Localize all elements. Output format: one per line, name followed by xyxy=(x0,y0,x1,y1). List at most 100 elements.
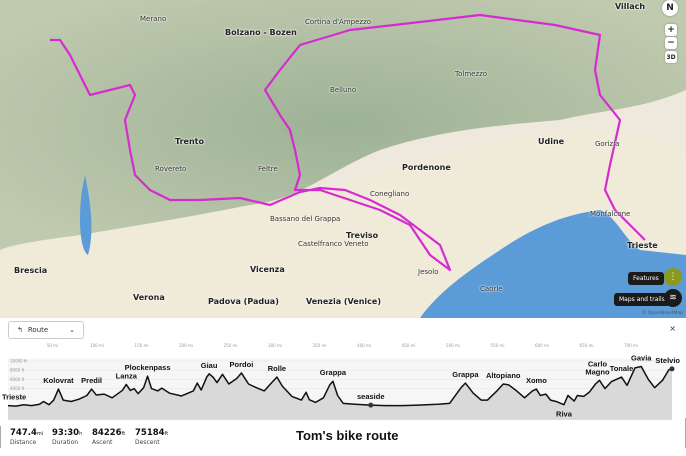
x-tick-label: 700 mi xyxy=(624,343,638,348)
city-label: Treviso xyxy=(346,231,379,240)
y-tick-label: 10000 ft xyxy=(10,359,27,364)
city-label: Verona xyxy=(133,293,165,302)
maps-and-trails-button[interactable]: ≋ xyxy=(664,289,682,307)
city-label: Trento xyxy=(175,137,204,146)
maps-and-trails-label[interactable]: Maps and trails xyxy=(614,293,670,306)
divider xyxy=(0,426,1,448)
stat-unit: h xyxy=(79,431,83,437)
peak-label: Altopiano xyxy=(486,371,521,380)
minus-icon: − xyxy=(667,38,675,48)
x-tick-label: 200 mi xyxy=(179,343,193,348)
city-label: Brescia xyxy=(14,266,48,275)
more-vertical-icon: ⋮ xyxy=(668,272,678,282)
peak-label: Trieste xyxy=(2,393,26,402)
stat-value: 747.4mi xyxy=(10,428,43,438)
map[interactable]: Bolzano - Bozen Trento Brescia Verona Vicenz… xyxy=(0,0,686,318)
elevation-line xyxy=(7,365,673,407)
city-label: Vicenza xyxy=(250,265,285,274)
x-tick-label: 400 mi xyxy=(357,343,371,348)
y-tick-label: 8000 ft xyxy=(10,368,25,373)
features-button[interactable]: ⋮ xyxy=(664,268,682,286)
peak-label: Giau xyxy=(201,361,218,370)
stat-distance: 747.4mi Distance xyxy=(10,428,43,446)
peak-label: Predil xyxy=(81,376,102,385)
city-label: Caorle xyxy=(480,285,503,293)
compass-button[interactable]: N xyxy=(662,0,678,16)
peak-label: seaside xyxy=(357,392,385,401)
city-label: Bassano del Grappa xyxy=(270,215,341,223)
y-tick-label: 4000 ft xyxy=(10,386,25,391)
route-line xyxy=(50,13,646,272)
adriatic-sea xyxy=(420,210,686,318)
route-dropdown-label: Route xyxy=(27,326,49,334)
elevation-area xyxy=(8,366,672,420)
waypoint-marker xyxy=(368,402,374,408)
peak-label: Lanza xyxy=(116,371,138,380)
compass-icon: N xyxy=(666,3,674,13)
route-icon: ↰ xyxy=(17,326,23,334)
peak-label: Rolle xyxy=(268,364,286,373)
x-tick-label: 350 mi xyxy=(313,343,327,348)
city-label: Monfalcone xyxy=(590,210,631,218)
city-label: Bolzano - Bozen xyxy=(225,28,297,37)
stat-number: 75184 xyxy=(135,428,165,438)
stat-number: 84226 xyxy=(92,428,122,438)
features-label[interactable]: Features xyxy=(628,272,664,285)
stat-unit: ft xyxy=(164,431,169,437)
x-tick-label: 600 mi xyxy=(535,343,549,348)
x-tick-label: 50 mi xyxy=(47,343,58,348)
city-label: Merano xyxy=(140,15,167,23)
stat-number: 747.4 xyxy=(10,428,37,438)
x-tick-label: 250 mi xyxy=(224,343,238,348)
3d-button[interactable]: 3D xyxy=(665,51,677,63)
x-tick-label: 150 mi xyxy=(135,343,149,348)
x-tick-label: 650 mi xyxy=(580,343,594,348)
peak-label-line: Carlo xyxy=(588,359,608,368)
x-tick-label: 300 mi xyxy=(268,343,282,348)
peak-label: Plockenpass xyxy=(125,363,171,372)
city-label: Belluno xyxy=(330,86,357,94)
city-label: Jesolo xyxy=(418,268,439,276)
city-label: Udine xyxy=(538,137,565,146)
peak-label: Stelvio xyxy=(655,356,680,365)
peak-label: Riva xyxy=(556,410,573,419)
x-tick-label: 450 mi xyxy=(402,343,416,348)
stat-label: Distance xyxy=(10,439,37,446)
stat-value: 93:30h xyxy=(52,428,82,438)
close-button[interactable]: × xyxy=(669,324,676,333)
city-label: Castelfranco Veneto xyxy=(298,240,369,248)
attribution[interactable]: © OpenStreetMap xyxy=(641,311,683,316)
stat-unit: ft xyxy=(121,431,126,437)
x-tick-label: 550 mi xyxy=(491,343,505,348)
city-label: Feltre xyxy=(258,165,278,173)
lake-garda xyxy=(80,175,92,255)
peak-label: Grappa xyxy=(452,370,479,379)
zoom-in-button[interactable]: + xyxy=(665,24,677,36)
city-label: Cortina d'Ampezzo xyxy=(305,18,372,26)
alps-terrain xyxy=(0,0,686,250)
x-tick-label: 100 mi xyxy=(90,343,104,348)
zoom-out-button[interactable]: − xyxy=(665,37,677,49)
city-label: Pordenone xyxy=(402,163,451,172)
city-label: Venezia (Venice) xyxy=(306,297,381,306)
stat-unit: mi xyxy=(36,431,44,437)
chevron-down-icon: ⌄ xyxy=(69,326,75,334)
stat-label: Ascent xyxy=(92,439,113,446)
plus-icon: + xyxy=(667,25,675,35)
peak-label: Xomo xyxy=(526,376,547,385)
stat-label: Descent xyxy=(135,439,160,446)
stat-duration: 93:30h Duration xyxy=(52,428,82,446)
peak-label: Pordoi xyxy=(230,360,254,369)
x-tick-label: 500 mi xyxy=(446,343,460,348)
city-label: Rovereto xyxy=(155,165,187,173)
city-label: Padova (Padua) xyxy=(208,297,279,306)
peak-label-line: Magno xyxy=(585,367,610,376)
route-dropdown[interactable]: ↰ Route ⌄ xyxy=(8,321,84,339)
stat-descent: 75184ft Descent xyxy=(135,428,168,446)
peak-label: Grappa xyxy=(320,368,347,377)
peak-label: Tonale xyxy=(610,364,634,373)
y-tick-label: 6000 ft xyxy=(10,377,25,382)
peak-label: Gavia xyxy=(631,354,652,363)
layers-icon: ≋ xyxy=(669,293,677,303)
